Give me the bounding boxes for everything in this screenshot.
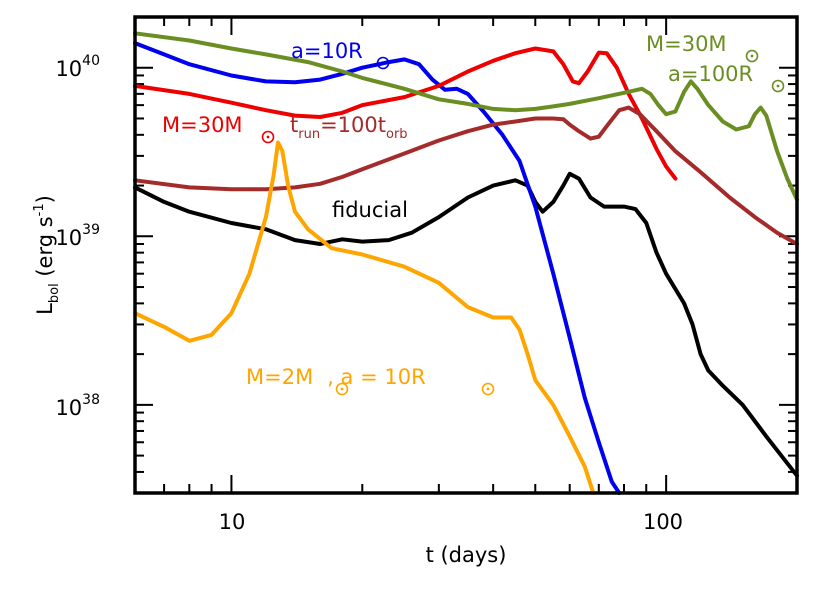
annotation-trun: trun=100torb — [290, 113, 408, 142]
y-tick-label: 1039 — [55, 222, 100, 250]
y-tick-label: 1038 — [55, 392, 100, 420]
sun-icon — [771, 79, 785, 93]
y-axis-title: Lbol (erg s-1) — [32, 195, 62, 315]
x-tick-label: 10 — [219, 510, 246, 534]
svg-text:M=2M, a = 10R: M=2M, a = 10R — [246, 365, 426, 389]
sun-icon — [335, 382, 349, 396]
annotation-a100: M=30M a=100R — [646, 32, 785, 93]
svg-text:fiducial: fiducial — [332, 198, 408, 222]
series-line-m30trun — [133, 105, 799, 246]
annotation-fiducial: fiducial — [332, 198, 408, 222]
series-line-a10 — [133, 41, 622, 495]
sun-icon — [481, 382, 495, 396]
annotation-a10: a=10R — [291, 39, 390, 70]
series-line-a100 — [133, 31, 799, 202]
sun-icon-dot — [486, 387, 490, 391]
svg-text:trun=100torb: trun=100torb — [290, 113, 408, 142]
sun-icon — [745, 49, 759, 63]
x-axis-title: t (days) — [426, 543, 507, 567]
series-line-m2 — [133, 140, 596, 495]
sun-icon-dot — [381, 61, 385, 65]
sun-icon-dot — [776, 84, 780, 88]
svg-text:a=10R: a=10R — [291, 39, 363, 63]
sun-icon-dot — [340, 387, 344, 391]
sun-icon — [376, 56, 390, 70]
sun-icon — [261, 130, 275, 144]
x-tick-label: 100 — [643, 510, 683, 534]
svg-text:M=30M: M=30M — [646, 32, 727, 56]
sun-icon-dot — [750, 54, 754, 58]
series-lines — [133, 31, 799, 495]
svg-text:a=100R: a=100R — [668, 62, 753, 86]
svg-text:M=30M: M=30M — [162, 113, 243, 137]
y-tick-label: 1040 — [55, 53, 100, 81]
sun-icon-dot — [266, 135, 270, 139]
series-line-m30 — [133, 46, 678, 181]
series-line-fiducial — [133, 171, 799, 478]
plot-frame — [133, 15, 799, 495]
annotation-m30: M=30M — [162, 113, 275, 144]
annotation-m2: M=2M, a = 10R — [246, 365, 495, 396]
